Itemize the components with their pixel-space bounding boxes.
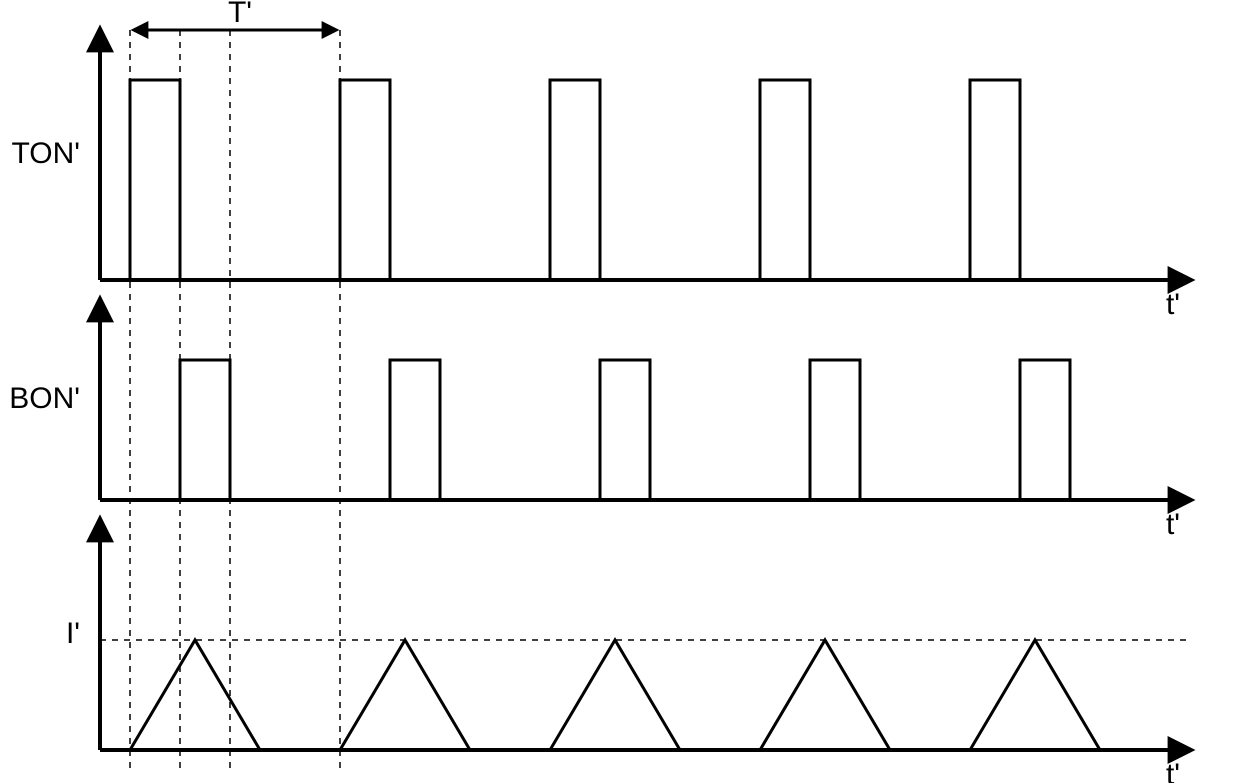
current-y-label: I': [66, 617, 80, 650]
bon-waveform: [100, 360, 1170, 500]
bon-y-label: BON': [9, 382, 80, 415]
period-label: T': [228, 0, 252, 29]
ton-x-label: t': [1166, 288, 1180, 321]
current-waveform: [100, 640, 1170, 750]
bon-x-label: t': [1166, 508, 1180, 541]
current-x-label: t': [1166, 758, 1180, 783]
timing-diagram: TON' t' BON' t' I' t' T': [0, 0, 1240, 783]
ton-waveform: [100, 80, 1170, 280]
ton-y-label: TON': [11, 137, 80, 170]
